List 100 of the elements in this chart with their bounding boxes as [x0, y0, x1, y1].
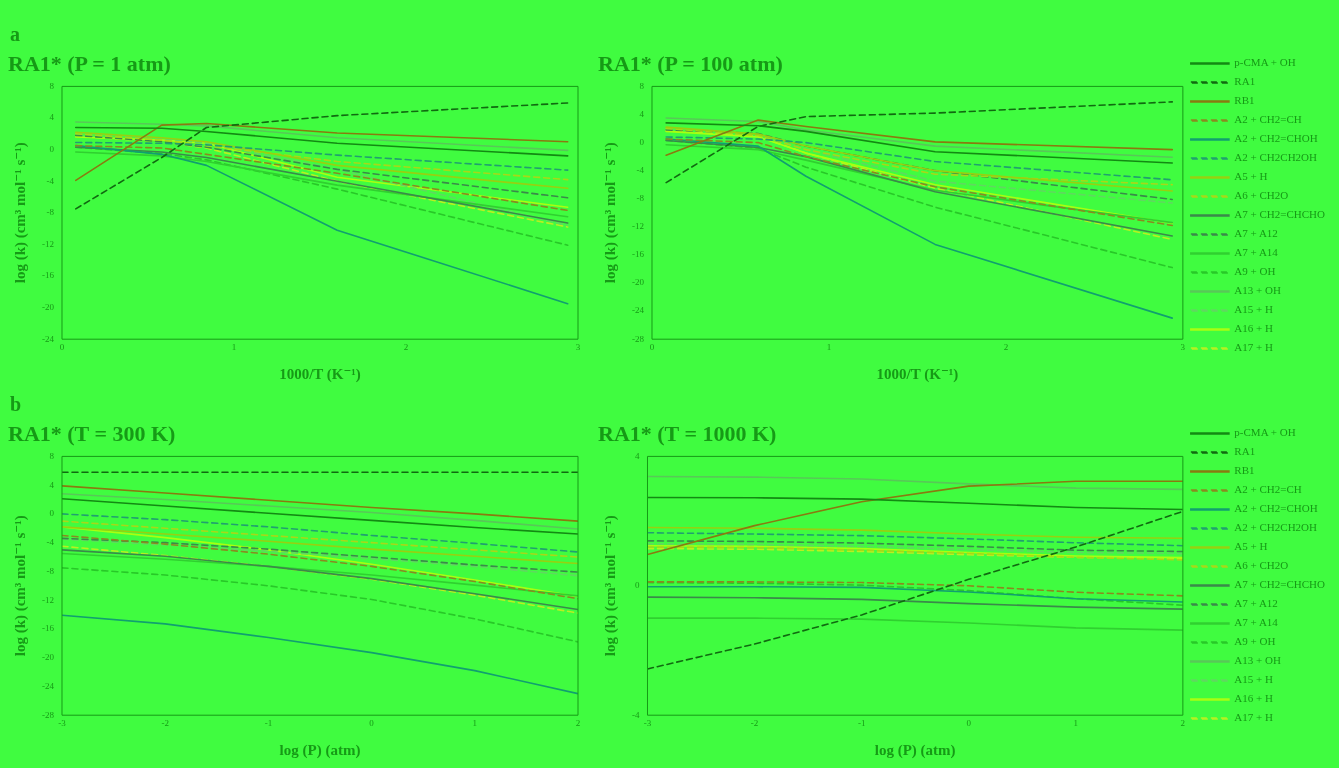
chart-title: RA1* (T = 1000 K) — [598, 420, 777, 446]
legend-label: A2 + CH2=CH — [1234, 113, 1302, 126]
x-tick-label: 1 — [472, 717, 478, 728]
y-tick-label: -8 — [636, 193, 645, 204]
y-tick-label: 4 — [635, 450, 640, 461]
y-tick-label: -24 — [42, 333, 55, 344]
legend-label: A7 + CH2=CHCHO — [1234, 578, 1326, 591]
y-tick-label: -12 — [42, 594, 54, 605]
text: b — [10, 393, 22, 416]
y-tick-label: -4 — [46, 537, 55, 548]
y-tick-label: 4 — [49, 479, 55, 490]
legend-label: RB1 — [1234, 464, 1255, 477]
legend-label: A2 + CH2=CHOH — [1234, 132, 1318, 145]
x-axis-title: 1000/T (K⁻¹) — [279, 365, 361, 383]
legend-label: A5 + H — [1234, 170, 1268, 183]
y-tick-label: 0 — [49, 508, 55, 519]
x-axis-title: 1000/T (K⁻¹) — [876, 365, 959, 383]
legend-label: RB1 — [1234, 94, 1255, 107]
legend-label: p-CMA + OH — [1234, 426, 1296, 439]
legend-label: A6 + CH2O — [1234, 189, 1289, 202]
x-tick-label: 2 — [575, 717, 581, 728]
x-tick-label: 1 — [1073, 717, 1079, 728]
y-axis-title: log (k) (cm³ mol⁻¹ s⁻¹) — [601, 142, 619, 284]
line-series — [62, 520, 578, 558]
line-series — [665, 101, 1174, 184]
x-tick-label: 2 — [1003, 341, 1009, 352]
legend-label: A13 + OH — [1234, 284, 1281, 297]
legend-label: p-CMA + OH — [1234, 56, 1296, 69]
legend-label: A7 + A12 — [1234, 227, 1278, 240]
line-series — [665, 136, 1174, 181]
legend-label: A7 + A12 — [1234, 597, 1278, 610]
x-tick-label: -3 — [58, 717, 67, 728]
x-tick-label: 0 — [649, 341, 655, 352]
x-tick-label: 0 — [59, 341, 65, 352]
x-axis-title: log (P) (atm) — [874, 741, 956, 759]
x-axis-title: log (P) (atm) — [279, 741, 361, 759]
legend-label: A16 + H — [1234, 692, 1274, 705]
x-tick-label: -1 — [264, 717, 273, 728]
legend-label: A2 + CH2=CH — [1234, 483, 1302, 496]
y-tick-label: -24 — [632, 305, 645, 316]
x-tick-label: -2 — [750, 717, 759, 728]
y-tick-label: 8 — [49, 80, 55, 91]
legend-label: A17 + H — [1234, 341, 1274, 354]
y-axis-title: log (k) (cm³ mol⁻¹ s⁻¹) — [11, 142, 29, 284]
x-tick-label: 1 — [826, 341, 832, 352]
x-tick-label: -1 — [857, 717, 866, 728]
y-tick-label: -16 — [42, 623, 55, 634]
line-series — [647, 581, 1183, 597]
legend-label: A2 + CH2CH2OH — [1234, 151, 1318, 164]
y-tick-label: -4 — [46, 175, 55, 186]
line-series — [74, 102, 569, 210]
x-tick-label: 1 — [231, 341, 237, 352]
chart-title: RA1* (P = 100 atm) — [598, 50, 783, 76]
chart-title: RA1* (T = 300 K) — [8, 420, 176, 446]
y-tick-label: -20 — [42, 652, 55, 663]
y-tick-label: -12 — [42, 238, 54, 249]
y-tick-label: -12 — [632, 221, 644, 232]
x-tick-label: 0 — [966, 717, 972, 728]
y-tick-label: -8 — [46, 207, 55, 218]
legend-label: A7 + CH2=CHCHO — [1234, 208, 1326, 221]
x-tick-label: -2 — [161, 717, 169, 728]
y-tick-label: -28 — [42, 709, 55, 720]
y-axis-title: log (k) (cm³ mol⁻¹ s⁻¹) — [601, 515, 619, 657]
x-tick-label: -3 — [643, 717, 652, 728]
legend-label: A7 + A14 — [1234, 616, 1279, 629]
y-tick-label: -20 — [632, 277, 645, 288]
legend-label: A9 + OH — [1234, 265, 1276, 278]
y-tick-label: -4 — [632, 709, 640, 720]
y-tick-label: -28 — [632, 333, 645, 344]
line-series — [62, 567, 578, 643]
line-series — [74, 133, 569, 181]
line-series — [74, 141, 569, 171]
legend-label: A9 + OH — [1234, 635, 1276, 648]
legend-label: A17 + H — [1234, 711, 1274, 724]
x-tick-label: 3 — [1180, 341, 1186, 352]
legend-label: A6 + CH2O — [1234, 559, 1289, 572]
y-tick-label: -24 — [42, 680, 55, 691]
y-tick-label: -16 — [632, 249, 645, 260]
y-tick-label: 0 — [639, 136, 645, 147]
legend-label: A15 + H — [1234, 303, 1274, 316]
legend-label: RA1 — [1234, 75, 1256, 88]
line-series — [647, 531, 1183, 547]
legend-label: A7 + A14 — [1234, 246, 1279, 259]
line-series — [74, 134, 569, 199]
y-tick-label: 8 — [49, 450, 55, 461]
y-tick-label: 0 — [635, 580, 640, 591]
y-tick-label: -8 — [46, 565, 55, 576]
y-axis-title: log (k) (cm³ mol⁻¹ s⁻¹) — [11, 515, 29, 657]
x-tick-label: 0 — [369, 717, 375, 728]
x-tick-label: 3 — [575, 341, 581, 352]
x-tick-label: 2 — [1180, 717, 1186, 728]
x-tick-label: 2 — [403, 341, 409, 352]
y-tick-label: 8 — [639, 80, 645, 91]
y-tick-label: -16 — [42, 270, 55, 281]
legend-label: A2 + CH2=CHOH — [1234, 502, 1318, 515]
legend-label: A5 + H — [1234, 540, 1268, 553]
y-tick-label: -20 — [42, 301, 55, 312]
text: a — [10, 23, 20, 46]
legend-label: A16 + H — [1234, 322, 1274, 335]
y-tick-label: 4 — [49, 112, 55, 123]
